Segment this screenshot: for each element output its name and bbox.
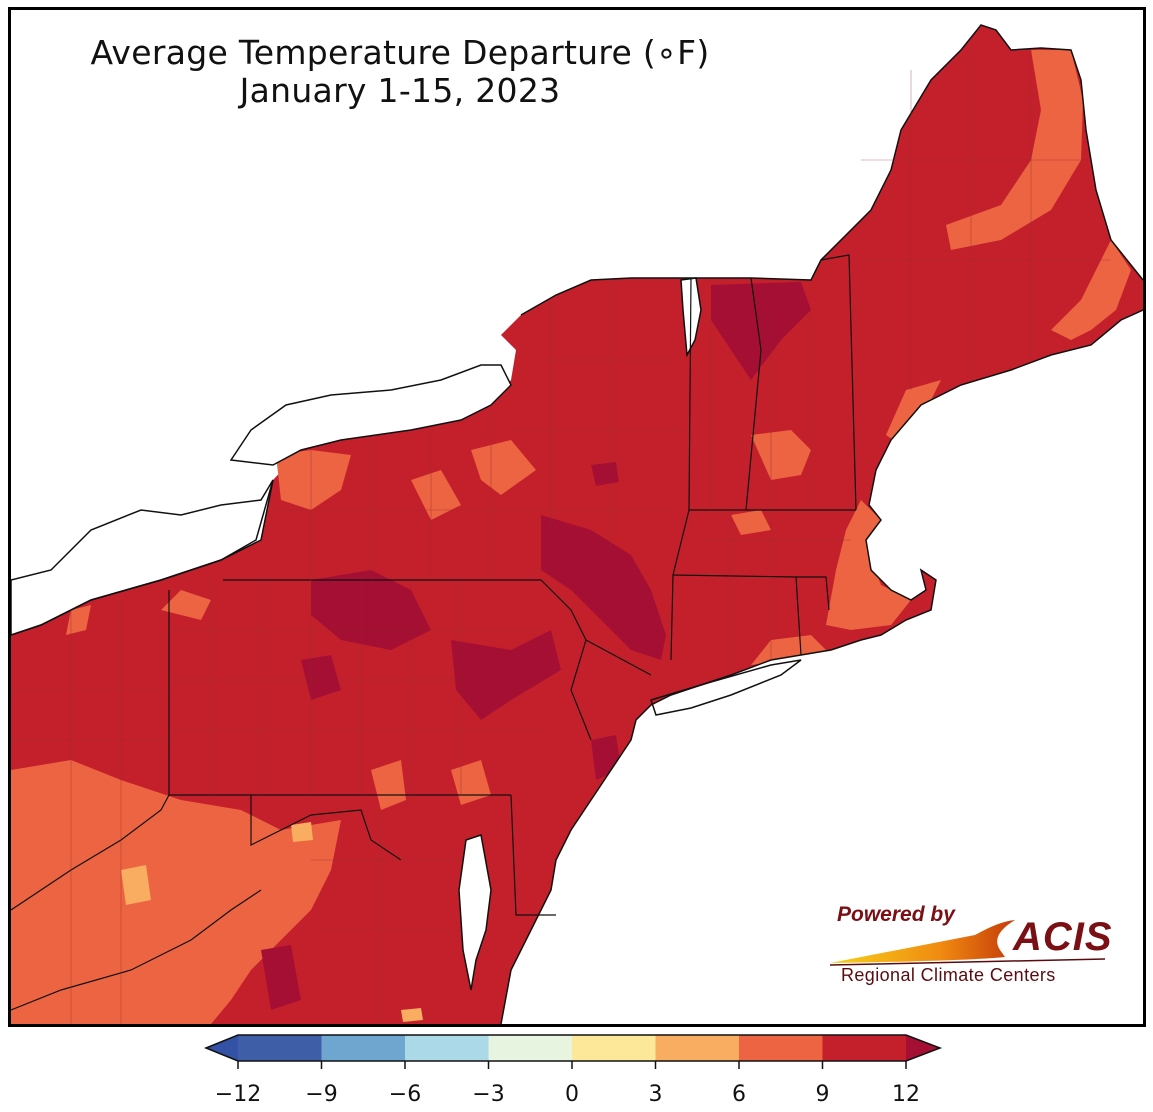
legend-bin-1 <box>321 1035 405 1061</box>
legend-tick-label: 9 <box>815 1082 830 1107</box>
color-legend: −12 −9 −6 −3 0 3 6 9 12 <box>200 1030 950 1110</box>
legend-tick-label: 0 <box>565 1082 579 1107</box>
legend-tick-label: −6 <box>388 1082 422 1107</box>
regional-climate-centers-text: Regional Climate Centers <box>841 965 1056 985</box>
legend-bin-2 <box>405 1035 489 1061</box>
acis-brand-text: ACIS <box>1013 915 1113 959</box>
legend-tick-label: −12 <box>214 1082 262 1107</box>
powered-by-text: Powered by <box>837 903 955 926</box>
legend-tick-label: 3 <box>648 1082 663 1107</box>
legend-bin-5 <box>655 1035 739 1061</box>
water-bodies <box>11 277 702 991</box>
legend-bin-0 <box>238 1035 322 1061</box>
acis-swoosh-icon <box>829 920 1106 966</box>
legend-under-arrow <box>206 1035 238 1061</box>
zone-3-to-6 <box>121 822 423 1022</box>
legend-colorbar <box>204 1034 943 1069</box>
temperature-departure-map <box>11 24 1143 1024</box>
legend-tick-label: −9 <box>305 1082 338 1107</box>
map-title: Average Temperature Departure (∘F) Janua… <box>20 34 780 110</box>
title-line-1: Average Temperature Departure (∘F) <box>90 33 710 72</box>
legend-tick-label: −3 <box>472 1082 505 1107</box>
legend-bin-4 <box>572 1035 656 1061</box>
ocean <box>501 310 1143 1024</box>
legend-bin-6 <box>739 1035 823 1061</box>
map-frame <box>8 7 1146 1027</box>
legend-over-arrow <box>906 1035 940 1061</box>
acis-logo: Powered by ACIS Regional Climate Centers <box>825 895 1115 995</box>
legend-bin-7 <box>822 1035 906 1061</box>
legend-tick-label: 12 <box>892 1082 920 1107</box>
zone-6-to-9 <box>11 50 1131 1024</box>
county-lines <box>11 50 1111 1024</box>
title-line-2: January 1-15, 2023 <box>239 71 561 110</box>
legend-bin-3 <box>488 1035 572 1061</box>
legend-tick-label: 6 <box>732 1082 746 1107</box>
land-region <box>11 25 1143 1024</box>
